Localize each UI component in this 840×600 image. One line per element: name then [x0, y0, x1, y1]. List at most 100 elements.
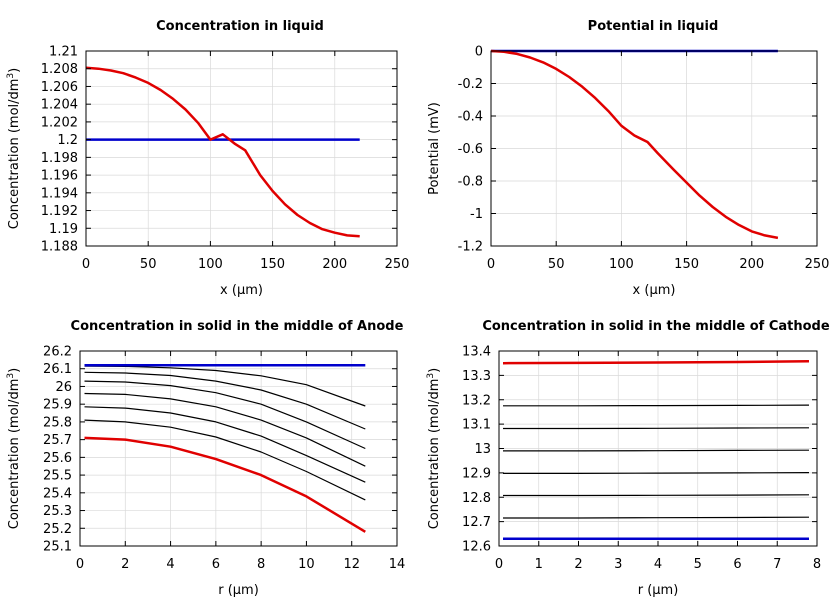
x-tick-label: 10	[298, 557, 315, 572]
series-line-8	[84, 436, 366, 533]
x-tick-label: 50	[548, 257, 565, 272]
x-tick-label: 0	[82, 257, 90, 272]
x-tick-label: 0	[495, 557, 503, 572]
series-line-5	[503, 494, 810, 497]
y-axis-label: Concentration (mol/dm3)	[426, 368, 442, 530]
x-tick-label: 100	[609, 257, 634, 272]
series-line-6	[84, 419, 366, 501]
y-tick-label: 13.3	[462, 369, 491, 384]
y-tick-label: -0.6	[458, 142, 483, 157]
x-tick-label: 1	[535, 557, 543, 572]
y-axis-label-superscript: 3	[6, 373, 16, 379]
y-tick-label: 25.3	[43, 504, 72, 519]
plot-frame	[79, 350, 398, 547]
y-axis-label-main: Concentration (mol/dm	[427, 379, 442, 530]
x-tick-label: 8	[257, 557, 265, 572]
y-tick-label: 1.21	[49, 45, 78, 60]
x-tick-label: 2	[574, 557, 582, 572]
y-tick-label: 1.2	[57, 133, 78, 148]
x-tick-label: 4	[166, 557, 174, 572]
y-axis-label-main: Potential (mV)	[427, 102, 442, 195]
y-axis-label-superscript: 3	[426, 373, 436, 379]
x-tick-label: 6	[733, 557, 741, 572]
series-line-4	[84, 392, 366, 467]
x-tick-label: 7	[773, 557, 781, 572]
y-tick-label: -0.8	[458, 175, 483, 190]
y-tick-label: 12.8	[462, 491, 491, 506]
y-tick-label: 1.204	[41, 98, 78, 113]
y-tick-label: 1.196	[41, 169, 78, 184]
x-tick-label: 150	[260, 257, 285, 272]
y-tick-label: 1.188	[41, 240, 78, 255]
series-line-2	[84, 371, 366, 430]
y-tick-label: 26.1	[43, 362, 72, 377]
series-line-1	[84, 365, 366, 407]
chart-panel-2: 0 50 100 150 200 250 -1.2 -1 -0.8 -0.6 -0.4 -0.2 0 Po…	[427, 19, 829, 298]
x-tick-label: 5	[694, 557, 702, 572]
series-line-2	[85, 66, 360, 238]
y-tick-label: -0.2	[458, 77, 483, 92]
y-tick-label: 0	[475, 45, 483, 60]
y-axis-label: Potential (mV)	[427, 102, 442, 195]
chart-title: Concentration in solid in the middle of …	[71, 319, 404, 334]
series-line-2	[490, 49, 779, 240]
series-line-6	[503, 516, 810, 519]
x-tick-label: 100	[198, 257, 223, 272]
x-axis-label: x (µm)	[220, 283, 263, 298]
series-line-3	[503, 449, 810, 452]
x-axis-label: r (µm)	[218, 583, 259, 598]
y-axis-label-main: Concentration (mol/dm	[7, 379, 22, 530]
y-tick-label: 1.19	[49, 222, 78, 237]
x-tick-label: 14	[389, 557, 406, 572]
x-tick-label: 50	[140, 257, 157, 272]
y-tick-label: 26	[55, 380, 72, 395]
x-tick-label: 250	[385, 257, 410, 272]
y-axis-label-superscript: 3	[6, 73, 16, 79]
y-tick-label: 25.7	[43, 433, 72, 448]
chart-title: Concentration in solid in the middle of …	[482, 319, 830, 334]
chart-panel-1: 0 50 100 150 200 250 1.188 1.19 1.192 1.194 1.196 1…	[6, 19, 409, 298]
y-tick-label: 13	[474, 442, 491, 457]
y-tick-label: 13.4	[462, 345, 491, 360]
x-tick-label: 0	[76, 557, 84, 572]
y-tick-label: 1.202	[41, 115, 78, 130]
y-tick-label: 25.6	[43, 451, 72, 466]
x-tick-label: 200	[322, 257, 347, 272]
y-tick-label: 12.7	[462, 515, 491, 530]
y-tick-label: 26.2	[43, 345, 72, 360]
y-axis-label: Concentration (mol/dm3)	[6, 368, 22, 530]
x-tick-label: 6	[212, 557, 220, 572]
x-tick-label: 4	[654, 557, 662, 572]
series-line-2	[503, 427, 810, 430]
series-line-4	[503, 472, 810, 474]
y-tick-label: 12.9	[462, 466, 491, 481]
x-axis-label: r (µm)	[638, 583, 679, 598]
y-tick-label: -1	[470, 207, 483, 222]
y-tick-label: 1.206	[41, 80, 78, 95]
y-tick-label: 13.2	[462, 393, 491, 408]
y-axis-label: Concentration (mol/dm3)	[6, 68, 22, 230]
y-tick-label: 25.1	[43, 540, 72, 555]
series-line-3	[84, 380, 366, 450]
x-tick-label: 3	[614, 557, 622, 572]
y-tick-label: -1.2	[458, 240, 483, 255]
chart-panel-4: 0 1 2 3 4 5 6 7 8 12.6 12.7 12.8 12.9 13 13.1 13.2 13.3 1…	[426, 319, 830, 598]
x-tick-label: 150	[674, 257, 699, 272]
series-line-8	[502, 359, 810, 365]
chart-panel-3: 0 2 4 6 8 10 12 14 25.1 25.2 25.3 25.4 25.5 25.6 25.7 2…	[6, 319, 405, 598]
series-line-5	[84, 406, 366, 483]
x-tick-label: 200	[739, 257, 764, 272]
y-tick-label: 1.194	[41, 186, 78, 201]
x-axis-label: x (µm)	[633, 283, 676, 298]
y-tick-label: 25.8	[43, 415, 72, 430]
y-tick-label: 25.2	[43, 522, 72, 537]
x-tick-label: 2	[121, 557, 129, 572]
y-axis-label-end: )	[7, 368, 22, 373]
series-line-1	[503, 404, 810, 407]
x-tick-label: 12	[343, 557, 360, 572]
y-tick-label: 25.4	[43, 486, 72, 501]
y-tick-label: 25.5	[43, 469, 72, 484]
x-tick-label: 250	[805, 257, 830, 272]
y-tick-label: 1.192	[41, 204, 78, 219]
